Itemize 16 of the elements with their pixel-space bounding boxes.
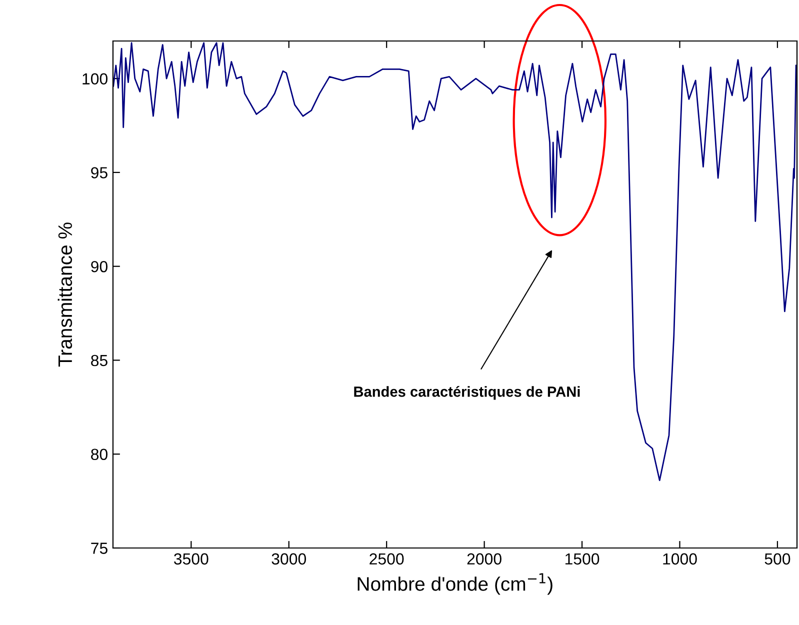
y-tick-label: 100 [82, 73, 108, 84]
x-tick-label: 2500 [370, 553, 404, 565]
annotation: Bandes caractéristiques de PANi [354, 386, 580, 400]
y-tick-label: 90 [91, 260, 108, 272]
y-tick-label: 80 [91, 448, 108, 460]
y-axis-title: Transmittance % [58, 222, 72, 367]
x-axis-title: Nombre d'onde (cm$^{−1}$) [358, 573, 552, 595]
y-tick-label: 85 [91, 354, 108, 366]
x-tick-label: 2000 [467, 553, 502, 565]
y-tick-label: 75 [91, 542, 108, 554]
x-tick-label: 3000 [272, 553, 306, 565]
x-tick-label: 1500 [565, 553, 600, 565]
x-tick-label: 3500 [174, 553, 208, 565]
y-tick-label: 95 [91, 167, 108, 178]
x-tick-label: 500 [764, 553, 790, 565]
x-tick-label: 1000 [663, 553, 697, 565]
